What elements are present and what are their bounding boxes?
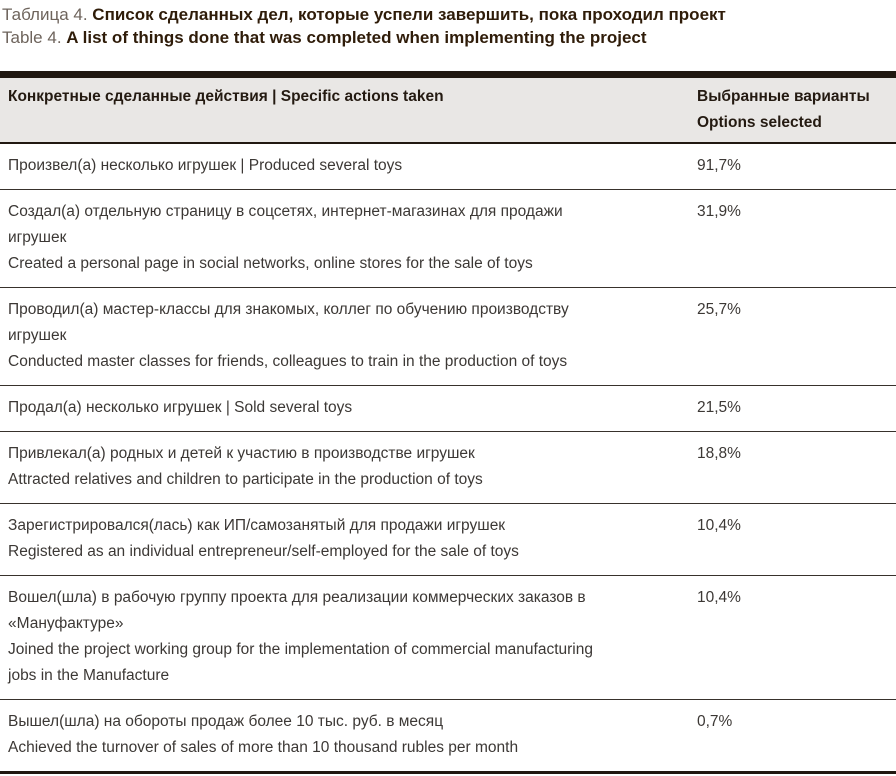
caption-text-en: A list of things done that was completed… xyxy=(66,28,647,47)
header-actions-column: Конкретные сделанные действия | Specific… xyxy=(8,88,444,105)
action-cell: Проводил(а) мастер-классы для знакомых, … xyxy=(8,297,697,375)
action-line: Проводил(а) мастер-классы для знакомых, … xyxy=(8,301,569,318)
percent-value: 10,4% xyxy=(697,517,741,534)
action-cell: Привлекал(а) родных и детей к участию в … xyxy=(8,441,697,493)
caption-text-ru: Список сделанных дел, которые успели зав… xyxy=(92,5,726,24)
caption-line-en: Table 4. A list of things done that was … xyxy=(2,26,896,49)
caption-prefix-ru: Таблица 4. xyxy=(2,5,88,24)
table-row: Проводил(а) мастер-классы для знакомых, … xyxy=(0,288,896,386)
percent-value: 91,7% xyxy=(697,157,741,174)
table-row: Продал(а) несколько игрушек | Sold sever… xyxy=(0,386,896,432)
header-options-en: Options selected xyxy=(697,114,822,131)
action-line: игрушек xyxy=(8,327,67,344)
table-header-row: Конкретные сделанные действия | Specific… xyxy=(0,78,896,144)
action-line: Привлекал(а) родных и детей к участию в … xyxy=(8,445,475,462)
table-row: Создал(а) отдельную страницу в соцсетях,… xyxy=(0,190,896,288)
action-line: Conducted master classes for friends, co… xyxy=(8,353,568,370)
header-options-ru: Выбранные варианты xyxy=(697,88,870,105)
action-line: Создал(а) отдельную страницу в соцсетях,… xyxy=(8,203,563,220)
action-cell: Зарегистрировался(лась) как ИП/самозанят… xyxy=(8,513,697,565)
action-line: Joined the project working group for the… xyxy=(8,641,593,658)
caption-line-ru: Таблица 4. Список сделанных дел, которые… xyxy=(2,3,896,26)
action-line: Продал(а) несколько игрушек | Sold sever… xyxy=(8,399,353,416)
results-table: Конкретные сделанные действия | Specific… xyxy=(0,71,896,774)
percent-value: 25,7% xyxy=(697,301,741,318)
action-line: Registered as an individual entrepreneur… xyxy=(8,543,519,560)
percent-value: 18,8% xyxy=(697,445,741,462)
action-line: Attracted relatives and children to part… xyxy=(8,471,483,488)
table-row: Вышел(шла) на обороты продаж более 10 ты… xyxy=(0,700,896,774)
table-row: Привлекал(а) родных и детей к участию в … xyxy=(0,432,896,504)
table-caption: Таблица 4. Список сделанных дел, которые… xyxy=(2,3,896,49)
percent-value: 31,9% xyxy=(697,203,741,220)
action-cell: Продал(а) несколько игрушек | Sold sever… xyxy=(8,395,697,421)
action-line: Achieved the turnover of sales of more t… xyxy=(8,739,519,756)
action-cell: Произвел(а) несколько игрушек | Produced… xyxy=(8,153,697,179)
header-options-column: Выбранные варианты Options selected xyxy=(697,84,888,136)
action-line: «Мануфактуре» xyxy=(8,615,124,632)
table-row: Произвел(а) несколько игрушек | Produced… xyxy=(0,144,896,190)
action-line: Произвел(а) несколько игрушек | Produced… xyxy=(8,157,403,174)
action-cell: Создал(а) отдельную страницу в соцсетях,… xyxy=(8,199,697,277)
caption-prefix-en: Table 4. xyxy=(2,28,62,47)
action-cell: Вошел(шла) в рабочую группу проекта для … xyxy=(8,585,697,689)
action-line: Вошел(шла) в рабочую группу проекта для … xyxy=(8,589,586,606)
table-row: Зарегистрировался(лась) как ИП/самозанят… xyxy=(0,504,896,576)
table-row: Вошел(шла) в рабочую группу проекта для … xyxy=(0,576,896,700)
action-line: Зарегистрировался(лась) как ИП/самозанят… xyxy=(8,517,506,534)
percent-value: 21,5% xyxy=(697,399,741,416)
percent-value: 10,4% xyxy=(697,589,741,606)
action-cell: Вышел(шла) на обороты продаж более 10 ты… xyxy=(8,709,697,761)
action-line: Вышел(шла) на обороты продаж более 10 ты… xyxy=(8,713,444,730)
action-line: игрушек xyxy=(8,229,67,246)
action-line: jobs in the Manufacture xyxy=(8,667,170,684)
action-line: Created a personal page in social networ… xyxy=(8,255,533,272)
percent-value: 0,7% xyxy=(697,713,733,730)
